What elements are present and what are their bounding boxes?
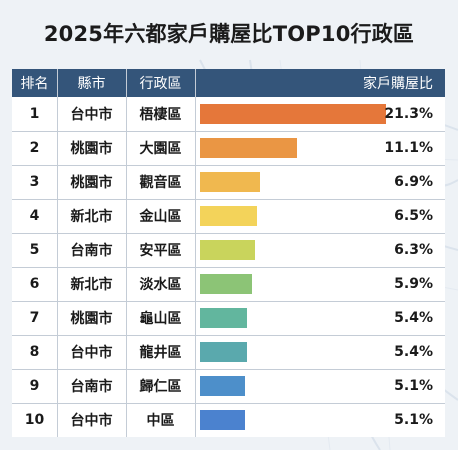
- value-label: 6.9%: [394, 174, 433, 190]
- city-cell: 台南市: [70, 379, 113, 395]
- value-label: 5.4%: [394, 310, 433, 326]
- value-label: 6.5%: [394, 208, 433, 224]
- city-cell: 台南市: [70, 243, 113, 259]
- bar-1: [200, 104, 386, 124]
- value-label: 21.3%: [384, 106, 433, 122]
- bar-5: [200, 240, 255, 260]
- column-divider: [195, 69, 196, 437]
- rank-cell: 10: [24, 412, 45, 428]
- rank-cell: 1: [29, 106, 40, 122]
- bar-3: [200, 172, 261, 192]
- header-ratio: 家戶購屋比: [363, 76, 433, 92]
- rank-cell: 9: [29, 378, 40, 394]
- header-city: 縣市: [77, 76, 106, 92]
- district-cell: 淡水區: [139, 277, 182, 293]
- table-row: 1 台中市 梧棲區 21.3%: [12, 97, 445, 131]
- district-cell: 金山區: [139, 209, 182, 225]
- city-cell: 新北市: [70, 277, 113, 293]
- city-cell: 桃園市: [70, 175, 113, 191]
- row-divider: [12, 369, 445, 370]
- rank-cell: 7: [29, 310, 40, 326]
- table-row: 2 桃園市 大園區 11.1%: [12, 131, 445, 165]
- ranking-table: 排名 縣市 行政區 家戶購屋比 1 台中市 梧棲區 21.3% 2 桃園市 大園區 11.1%…: [12, 69, 445, 437]
- city-cell: 台中市: [70, 107, 113, 123]
- column-divider: [57, 69, 58, 437]
- city-cell: 桃園市: [70, 141, 113, 157]
- district-cell: 中區: [146, 413, 175, 429]
- rank-cell: 3: [29, 174, 40, 190]
- bar-9: [200, 376, 245, 396]
- table-row: 5 台南市 安平區 6.3%: [12, 233, 445, 267]
- bar-2: [200, 138, 297, 158]
- district-cell: 大園區: [139, 141, 182, 157]
- value-label: 5.1%: [394, 378, 433, 394]
- district-cell: 觀音區: [139, 175, 182, 191]
- bar-8: [200, 342, 248, 362]
- value-label: 5.9%: [394, 276, 433, 292]
- city-cell: 桃園市: [70, 311, 113, 327]
- table-header: 排名 縣市 行政區 家戶購屋比: [12, 69, 445, 97]
- district-cell: 安平區: [139, 243, 182, 259]
- district-cell: 龍井區: [139, 345, 182, 361]
- table-row: 8 台中市 龍井區 5.4%: [12, 335, 445, 369]
- header-rank: 排名: [20, 76, 49, 92]
- value-label: 5.4%: [394, 344, 433, 360]
- district-cell: 歸仁區: [139, 379, 182, 395]
- row-divider: [12, 335, 445, 336]
- district-cell: 龜山區: [139, 311, 182, 327]
- table-row: 4 新北市 金山區 6.5%: [12, 199, 445, 233]
- city-cell: 台中市: [70, 345, 113, 361]
- row-divider: [12, 267, 445, 268]
- city-cell: 新北市: [70, 209, 113, 225]
- rank-cell: 5: [29, 242, 40, 258]
- value-label: 11.1%: [384, 140, 433, 156]
- rank-cell: 8: [29, 344, 40, 360]
- row-divider: [12, 403, 445, 404]
- rank-cell: 6: [29, 276, 40, 292]
- row-divider: [12, 165, 445, 166]
- row-divider: [12, 131, 445, 132]
- value-label: 5.1%: [394, 412, 433, 428]
- rank-cell: 4: [29, 208, 40, 224]
- header-district: 行政區: [139, 76, 182, 92]
- table-row: 3 桃園市 觀音區 6.9%: [12, 165, 445, 199]
- table-row: 10 台中市 中區 5.1%: [12, 403, 445, 437]
- table-row: 7 桃園市 龜山區 5.4%: [12, 301, 445, 335]
- column-divider: [126, 69, 127, 437]
- table-row: 9 台南市 歸仁區 5.1%: [12, 369, 445, 403]
- bar-10: [200, 410, 245, 430]
- bar-4: [200, 206, 257, 226]
- district-cell: 梧棲區: [139, 107, 182, 123]
- city-cell: 台中市: [70, 413, 113, 429]
- value-label: 6.3%: [394, 242, 433, 258]
- bar-6: [200, 274, 252, 294]
- row-divider: [12, 233, 445, 234]
- bar-7: [200, 308, 248, 328]
- table-row: 6 新北市 淡水區 5.9%: [12, 267, 445, 301]
- rank-cell: 2: [29, 140, 40, 156]
- row-divider: [12, 199, 445, 200]
- row-divider: [12, 301, 445, 302]
- chart-title: 2025年六都家戶購屋比TOP10行政區: [43, 22, 415, 46]
